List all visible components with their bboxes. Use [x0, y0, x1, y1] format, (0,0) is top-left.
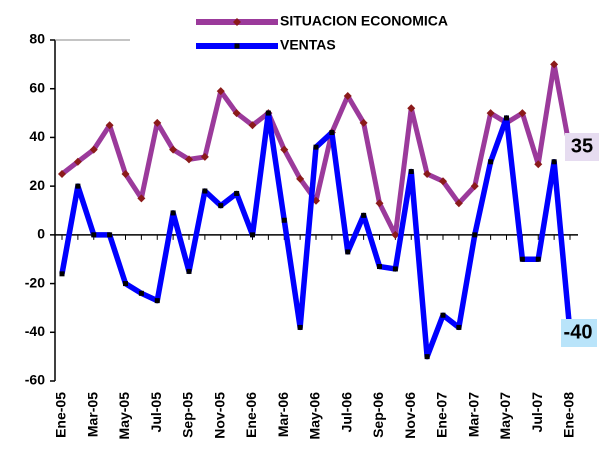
y-tick-label: 40 — [29, 128, 45, 144]
x-tick-label: Jul-05 — [148, 392, 164, 433]
marker — [407, 104, 416, 113]
marker — [375, 199, 384, 208]
x-tick-label: Sep-05 — [180, 392, 196, 438]
marker — [218, 203, 224, 209]
marker — [439, 177, 447, 186]
marker — [153, 118, 162, 127]
marker — [297, 324, 303, 330]
marker — [392, 266, 398, 272]
marker — [248, 121, 257, 130]
marker — [535, 256, 541, 262]
y-tick-label: 20 — [29, 177, 45, 193]
legend-label: VENTAS — [280, 37, 336, 53]
y-tick-label: 0 — [37, 226, 45, 242]
marker — [345, 249, 351, 255]
marker — [550, 60, 559, 69]
legend-marker — [234, 43, 240, 49]
data-label-bg — [565, 133, 599, 161]
marker — [121, 169, 130, 178]
marker — [470, 182, 479, 191]
marker — [486, 109, 495, 118]
marker — [59, 271, 65, 277]
x-tick-label: Sep-06 — [370, 392, 386, 438]
marker — [186, 268, 192, 274]
x-tick-label: Mar-05 — [84, 392, 100, 437]
x-tick-label: May-05 — [116, 392, 132, 440]
marker — [472, 232, 478, 238]
marker — [232, 109, 241, 118]
y-tick-label: -60 — [25, 372, 45, 388]
y-tick-label: 60 — [29, 79, 45, 95]
marker — [361, 212, 367, 218]
marker — [488, 159, 494, 165]
marker — [504, 115, 509, 121]
marker — [456, 324, 462, 330]
marker — [138, 290, 144, 296]
x-tick-label: May-06 — [307, 392, 323, 440]
marker — [280, 145, 289, 154]
x-tick-label: Mar-07 — [465, 392, 481, 437]
y-tick-label: -20 — [25, 274, 45, 290]
marker — [313, 144, 319, 150]
marker — [329, 130, 335, 136]
x-tick-label: Mar-06 — [275, 392, 291, 437]
marker — [105, 121, 114, 130]
marker — [73, 157, 82, 166]
marker — [200, 152, 209, 161]
marker — [137, 194, 146, 203]
marker — [534, 160, 543, 169]
marker — [89, 145, 98, 154]
marker — [202, 188, 208, 194]
marker — [185, 155, 193, 164]
marker — [391, 230, 400, 239]
marker — [424, 354, 430, 360]
marker — [423, 169, 432, 178]
x-tick-label: Jul-06 — [338, 392, 354, 433]
data-label: -40 — [564, 321, 593, 343]
marker — [234, 190, 240, 196]
marker — [154, 298, 160, 304]
marker — [75, 183, 81, 189]
marker — [107, 232, 113, 238]
y-tick-label: 80 — [29, 31, 45, 47]
marker — [169, 145, 178, 154]
marker — [281, 217, 287, 223]
x-tick-label: Nov-05 — [211, 392, 227, 439]
marker — [296, 174, 305, 183]
data-label-bg — [561, 319, 597, 347]
y-tick-label: -40 — [25, 323, 45, 339]
marker — [343, 92, 352, 101]
marker — [440, 312, 446, 318]
x-tick-label: Ene-05 — [53, 392, 69, 438]
x-tick-label: Jul-07 — [529, 392, 545, 433]
marker — [518, 109, 527, 118]
x-tick-label: Nov-06 — [402, 392, 418, 439]
marker — [408, 169, 414, 175]
marker — [519, 256, 525, 262]
x-tick-label: May-07 — [497, 392, 513, 440]
marker — [265, 110, 271, 116]
marker — [359, 118, 368, 127]
marker — [91, 232, 97, 238]
marker — [216, 87, 225, 96]
marker — [250, 232, 255, 238]
marker — [123, 281, 128, 287]
x-tick-label: Ene-07 — [434, 392, 450, 438]
marker — [58, 169, 66, 178]
marker — [170, 210, 176, 216]
x-tick-label: Ene-08 — [561, 392, 577, 438]
legend-marker — [233, 18, 241, 26]
data-label: 35 — [571, 135, 593, 157]
marker — [454, 199, 463, 208]
legend-label: SITUACION ECONOMICA — [280, 13, 448, 29]
marker — [377, 264, 382, 270]
marker — [551, 159, 557, 165]
x-tick-label: Ene-06 — [243, 392, 259, 438]
